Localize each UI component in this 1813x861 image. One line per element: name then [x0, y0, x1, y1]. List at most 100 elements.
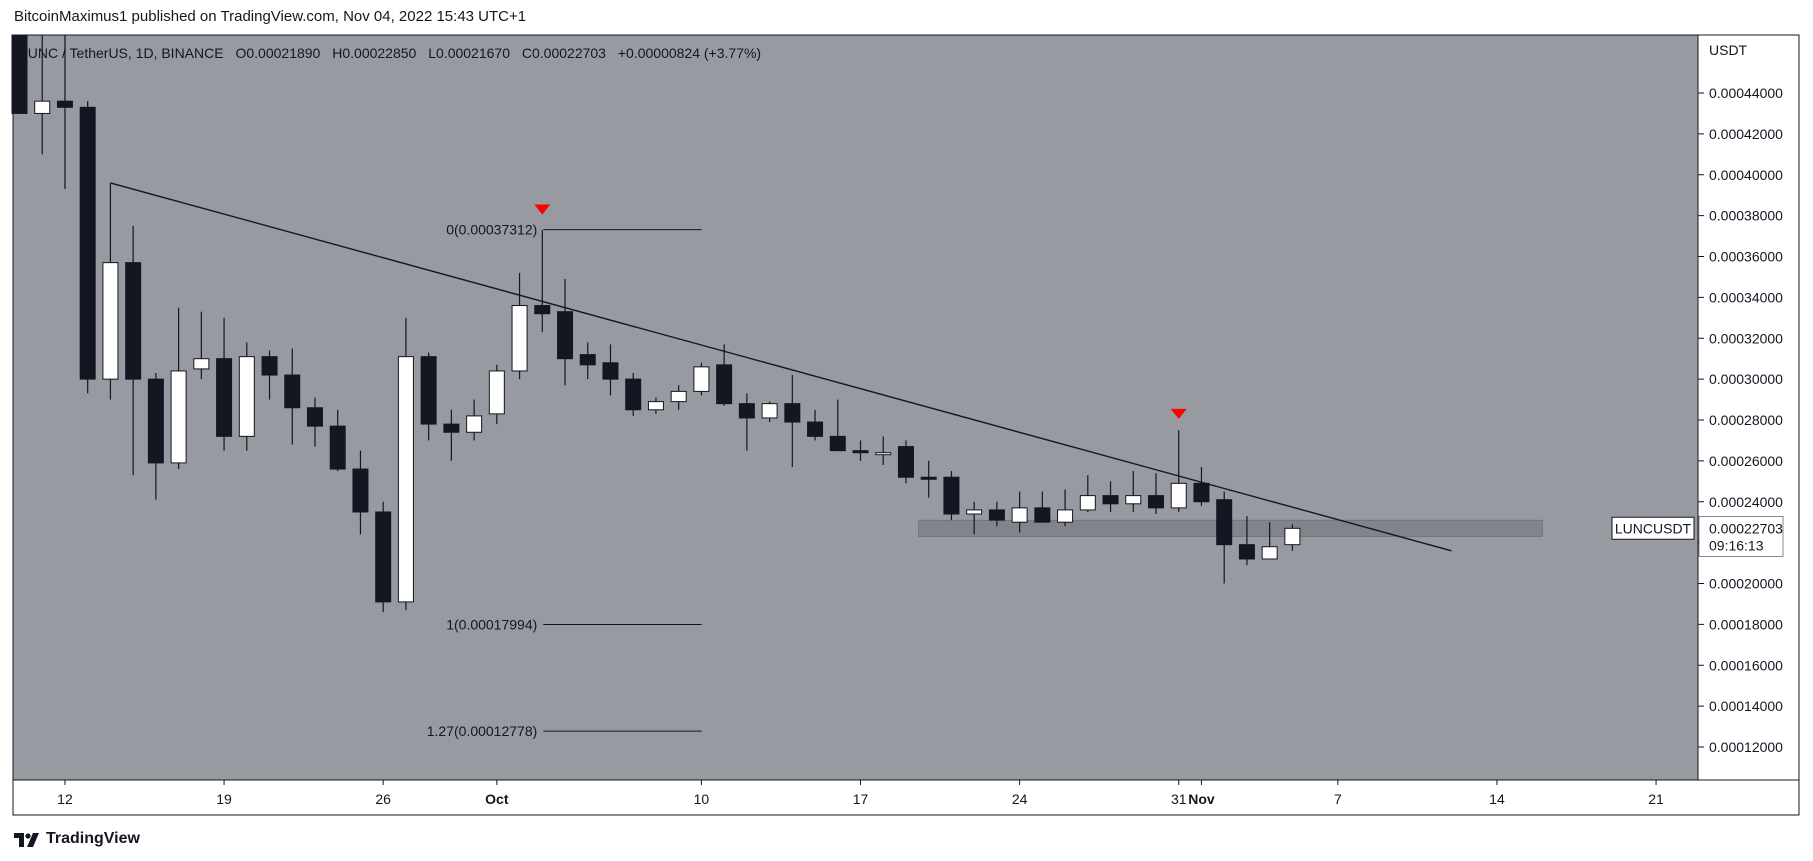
candle[interactable]: [534, 229, 551, 333]
candle[interactable]: [1079, 475, 1096, 512]
legend-open-value: 0.00021890: [246, 45, 320, 61]
candle[interactable]: [670, 385, 687, 410]
candle[interactable]: [1057, 489, 1074, 527]
candle[interactable]: [56, 35, 73, 190]
candle[interactable]: [329, 409, 346, 472]
date-tick-label: 24: [1012, 791, 1028, 807]
symbol-price-tag[interactable]: LUNCUSDT: [1611, 516, 1695, 540]
candle[interactable]: [420, 352, 437, 441]
legend-close-value: 0.00022703: [532, 45, 606, 61]
candle[interactable]: [1011, 491, 1028, 533]
fib-level-label: 1.27(0.00012778): [427, 723, 538, 739]
candle[interactable]: [852, 440, 869, 461]
candle[interactable]: [897, 440, 914, 484]
candle[interactable]: [579, 342, 596, 380]
price-tick-label: 0.00018000: [1709, 616, 1783, 632]
candle[interactable]: [306, 397, 323, 447]
candle[interactable]: [920, 460, 937, 498]
candle[interactable]: [102, 182, 119, 400]
price-tick-label: 0.00036000: [1709, 249, 1783, 265]
candle[interactable]: [1034, 491, 1051, 523]
candle[interactable]: [761, 401, 778, 423]
candle[interactable]: [284, 348, 301, 445]
candle[interactable]: [875, 436, 892, 465]
candle[interactable]: [397, 317, 414, 611]
candle[interactable]: [443, 409, 460, 461]
candle[interactable]: [1238, 516, 1255, 566]
last-price-value: 0.00022703: [1709, 520, 1783, 536]
candle[interactable]: [1193, 467, 1210, 506]
candle[interactable]: [375, 501, 392, 613]
candle[interactable]: [1170, 430, 1187, 512]
legend-high-value: 0.00022850: [342, 45, 416, 61]
price-tick-label: 0.00024000: [1709, 494, 1783, 510]
price-tick-label: 0.00032000: [1709, 330, 1783, 346]
date-tick-label: 12: [57, 791, 73, 807]
candle[interactable]: [488, 364, 505, 425]
price-tick-label: 0.00042000: [1709, 126, 1783, 142]
publisher-header: BitcoinMaximus1 published on TradingView…: [14, 8, 527, 25]
price-tick-label: 0.00034000: [1709, 289, 1783, 305]
candle[interactable]: [11, 34, 28, 114]
price-tick-label: 0.00028000: [1709, 412, 1783, 428]
price-tick-label: 0.00012000: [1709, 739, 1783, 755]
candle[interactable]: [466, 399, 483, 441]
date-tick-label: Nov: [1188, 791, 1215, 807]
price-tick-label: 0.00030000: [1709, 371, 1783, 387]
descending-trendline[interactable]: [110, 182, 1452, 552]
candle[interactable]: [34, 35, 51, 155]
candle[interactable]: [943, 471, 960, 521]
candle[interactable]: [511, 272, 528, 380]
candle[interactable]: [647, 397, 664, 414]
candle[interactable]: [125, 225, 142, 476]
legend-low-label: L: [428, 45, 436, 61]
symbol-price-tag-label: LUNCUSDT: [1615, 520, 1692, 536]
candle[interactable]: [807, 409, 824, 441]
candle[interactable]: [625, 372, 642, 416]
price-axis-unit: USDT: [1709, 42, 1748, 58]
candle[interactable]: [966, 501, 983, 535]
candle[interactable]: [693, 362, 710, 396]
candle[interactable]: [829, 399, 846, 452]
tradingview-logo-text: TradingView: [46, 830, 140, 847]
fib-level-label: 1(0.00017994): [446, 616, 537, 632]
legend-change: +0.00000824 (+3.77%): [618, 45, 761, 61]
date-tick-label: 10: [694, 791, 710, 807]
price-tick-label: 0.00044000: [1709, 85, 1783, 101]
candle[interactable]: [1216, 491, 1233, 584]
candle[interactable]: [1125, 471, 1142, 512]
candle[interactable]: [602, 344, 619, 396]
candle[interactable]: [1148, 473, 1164, 515]
candle[interactable]: [716, 344, 733, 406]
candle[interactable]: [784, 375, 801, 468]
candle[interactable]: [147, 372, 164, 500]
date-tick-label: 7: [1334, 791, 1342, 807]
candle[interactable]: [1261, 522, 1278, 560]
candle[interactable]: [1284, 524, 1301, 551]
fib-level-label: 0(0.00037312): [446, 222, 537, 238]
date-tick-label: 19: [216, 791, 232, 807]
red-down-arrow-marker: [534, 204, 551, 215]
legend-close-label: C: [522, 45, 532, 61]
candle[interactable]: [216, 317, 233, 451]
tradingview-brand[interactable]: TradingView: [14, 826, 140, 852]
plot-background[interactable]: [13, 35, 1698, 780]
candle[interactable]: [352, 450, 369, 535]
chart-frame: [12, 34, 1800, 816]
candle[interactable]: [170, 307, 187, 470]
candle[interactable]: [738, 393, 755, 451]
candle[interactable]: [238, 342, 255, 451]
price-tick-label: 0.00020000: [1709, 576, 1783, 592]
candle[interactable]: [1102, 481, 1119, 512]
date-tick-label: 21: [1648, 791, 1664, 807]
price-tick-label: 0.00014000: [1709, 698, 1783, 714]
candle[interactable]: [557, 278, 574, 386]
candle[interactable]: [988, 501, 1005, 527]
ohlc-legend: LUNC / TetherUS, 1D, BINANCE O0.00021890…: [20, 45, 761, 61]
candle[interactable]: [261, 350, 278, 400]
candle[interactable]: [193, 311, 210, 380]
red-down-arrow-marker: [1170, 408, 1187, 419]
candle[interactable]: [79, 101, 96, 394]
